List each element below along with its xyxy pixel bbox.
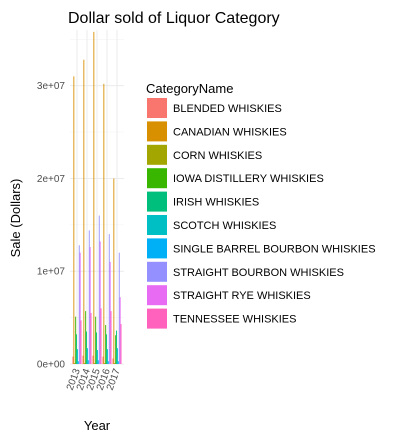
bar [116, 330, 117, 364]
bar [117, 348, 118, 364]
bar [99, 241, 101, 364]
bar [77, 349, 78, 364]
bar [105, 325, 107, 364]
legend-title: CategoryName [146, 81, 233, 96]
bar [97, 360, 99, 364]
legend-key [147, 285, 167, 306]
bar [90, 312, 92, 364]
legend: CategoryName BLENDED WHISKIES CANADIAN WH… [146, 81, 376, 329]
bar [77, 361, 79, 364]
legend-key [147, 261, 167, 282]
bar [83, 59, 85, 364]
bar [98, 215, 100, 364]
x-axis-title: Year [84, 418, 111, 433]
bar [103, 83, 105, 365]
y-axis-title: Sale (Dollars) [8, 179, 23, 258]
legend-label: BLENDED WHISKIES [173, 103, 282, 115]
bar [84, 363, 86, 364]
legend-key [147, 168, 167, 189]
bar [72, 356, 74, 364]
bar [78, 245, 80, 364]
legend-key [147, 144, 167, 165]
legend-label: IRISH WHISKIES [173, 197, 259, 209]
chart-title: Dollar sold of Liquor Category [68, 10, 280, 27]
legend-key [147, 121, 167, 142]
bar [86, 331, 87, 364]
bar [104, 363, 106, 364]
bar [82, 355, 84, 364]
bar [88, 230, 90, 364]
legend-key [147, 308, 167, 329]
bar [97, 350, 98, 364]
bar [106, 334, 107, 364]
legend-label: SINGLE BARREL BOURBON WHISKIES [173, 243, 376, 255]
bar [119, 297, 121, 364]
bar [76, 334, 77, 364]
bar [85, 311, 87, 364]
bar [115, 335, 117, 364]
legend-key [147, 215, 167, 235]
y-tick-label: 3e+07 [37, 81, 66, 92]
bar [118, 252, 120, 364]
bar [117, 361, 119, 364]
bar [110, 311, 112, 364]
legend-key [147, 191, 167, 212]
bar [80, 320, 82, 364]
bar [89, 247, 91, 364]
bars [72, 31, 122, 365]
legend-label: IOWA DISTILLERY WHISKIES [173, 173, 324, 185]
bar [75, 316, 77, 364]
legend-label: SCOTCH WHISKIES [173, 220, 276, 232]
bar [109, 261, 111, 364]
legend-label: STRAIGHT BOURBON WHISKIES [173, 267, 344, 279]
legend-label: TENNESSEE WHISKIES [173, 314, 296, 326]
bar [73, 76, 75, 364]
bar [102, 356, 104, 364]
bar [112, 358, 114, 364]
bar [87, 348, 88, 364]
legend-key [147, 98, 167, 118]
y-axis-ticks: 0e+00 1e+07 2e+07 3e+07 [37, 81, 66, 370]
bar [107, 361, 109, 364]
legend-key [147, 238, 167, 259]
bar [113, 178, 115, 364]
legend-label: CORN WHISKIES [173, 150, 262, 162]
y-tick-label: 1e+07 [37, 267, 66, 278]
bar [94, 363, 96, 364]
bar [120, 324, 122, 364]
bar [100, 308, 102, 364]
bar [95, 316, 97, 364]
bar [108, 234, 110, 364]
bar [87, 360, 89, 364]
bar [74, 363, 76, 364]
bar [96, 332, 97, 364]
legend-label: STRAIGHT RYE WHISKIES [173, 290, 311, 302]
bar [107, 349, 108, 364]
bar [92, 355, 94, 364]
y-tick-label: 2e+07 [37, 174, 66, 185]
bar [79, 252, 81, 364]
legend-label: CANADIAN WHISKIES [173, 126, 287, 138]
bar [114, 363, 116, 364]
gridlines [70, 30, 124, 365]
y-tick-label: 0e+00 [37, 360, 66, 371]
bar [93, 31, 95, 364]
